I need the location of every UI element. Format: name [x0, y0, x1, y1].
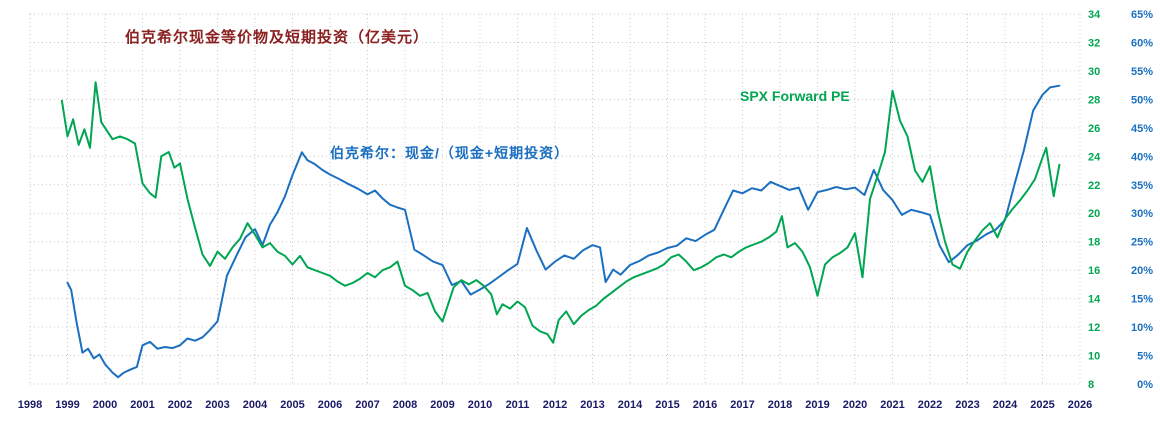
blue-series-label: 伯克希尔：现金/（现金+短期投资）	[330, 145, 570, 161]
green-axis-tick-label: 8	[1088, 379, 1094, 391]
green-axis-tick-label: 18	[1088, 237, 1100, 249]
x-tick-label: 2023	[955, 399, 979, 411]
x-tick-label: 2012	[543, 399, 567, 411]
blue-axis-tick-label: 45%	[1131, 123, 1153, 135]
x-tick-label: 2006	[318, 399, 342, 411]
x-tick-label: 2005	[280, 399, 304, 411]
x-tick-label: 2003	[205, 399, 229, 411]
green-axis-tick-label: 22	[1088, 180, 1100, 192]
x-tick-label: 2017	[730, 399, 754, 411]
blue-axis-tick-label: 30%	[1131, 208, 1153, 220]
x-tick-label: 2019	[805, 399, 829, 411]
blue-axis-tick-label: 20%	[1131, 265, 1153, 277]
x-tick-label: 2026	[1068, 399, 1092, 411]
green-series-line	[60, 81, 1061, 344]
green-axis-tick-label: 16	[1088, 265, 1100, 277]
blue-axis-tick-label: 15%	[1131, 294, 1153, 306]
x-tick-label: 2015	[655, 399, 679, 411]
blue-axis-tick-label: 25%	[1131, 237, 1153, 249]
green-axis-tick-label: 14	[1088, 294, 1101, 306]
green-axis-tick-label: 12	[1088, 322, 1100, 334]
blue-axis-tick-label: 40%	[1131, 151, 1153, 163]
blue-axis-tick-label: 65%	[1131, 9, 1153, 21]
x-tick-label: 2016	[693, 399, 717, 411]
x-tick-label: 2021	[880, 399, 904, 411]
x-tick-label: 2004	[243, 399, 268, 411]
x-tick-label: 2011	[506, 399, 530, 411]
blue-series-line	[66, 84, 1061, 379]
blue-axis-tick-label: 50%	[1131, 94, 1153, 106]
blue-axis-tick-label: 60%	[1131, 37, 1153, 49]
green-axis-tick-label: 34	[1088, 9, 1101, 21]
x-tick-label: 1999	[55, 399, 79, 411]
green-axis-tick-label: 10	[1088, 351, 1100, 363]
x-tick-label: 2008	[393, 399, 417, 411]
blue-axis-tick-label: 0%	[1137, 379, 1153, 391]
x-tick-label: 2002	[168, 399, 192, 411]
green-axis-tick-label: 20	[1088, 208, 1100, 220]
green-series-label: SPX Forward PE	[740, 88, 850, 104]
x-tick-label: 1998	[18, 399, 42, 411]
blue-axis-tick-label: 10%	[1131, 322, 1153, 334]
x-tick-label: 2010	[468, 399, 492, 411]
blue-axis-tick-label: 35%	[1131, 180, 1153, 192]
x-tick-label: 2022	[918, 399, 942, 411]
x-tick-label: 2001	[130, 399, 154, 411]
chart-title: 伯克希尔现金等价物及短期投资（亿美元）	[125, 29, 430, 46]
green-axis-tick-label: 26	[1088, 123, 1100, 135]
x-tick-label: 2020	[843, 399, 867, 411]
x-tick-label: 2007	[355, 399, 379, 411]
x-tick-label: 2009	[430, 399, 454, 411]
x-tick-label: 2018	[768, 399, 792, 411]
x-tick-label: 2025	[1030, 399, 1054, 411]
x-tick-label: 2000	[93, 399, 117, 411]
x-tick-label: 2014	[618, 399, 643, 411]
x-tick-label: 2013	[580, 399, 604, 411]
green-axis-tick-label: 32	[1088, 37, 1100, 49]
x-tick-label: 2024	[993, 399, 1018, 411]
green-axis-tick-label: 24	[1088, 151, 1101, 163]
blue-axis-tick-label: 5%	[1137, 351, 1153, 363]
blue-axis-tick-label: 55%	[1131, 66, 1153, 78]
green-axis-tick-label: 28	[1088, 94, 1100, 106]
green-axis-tick-label: 30	[1088, 66, 1100, 78]
